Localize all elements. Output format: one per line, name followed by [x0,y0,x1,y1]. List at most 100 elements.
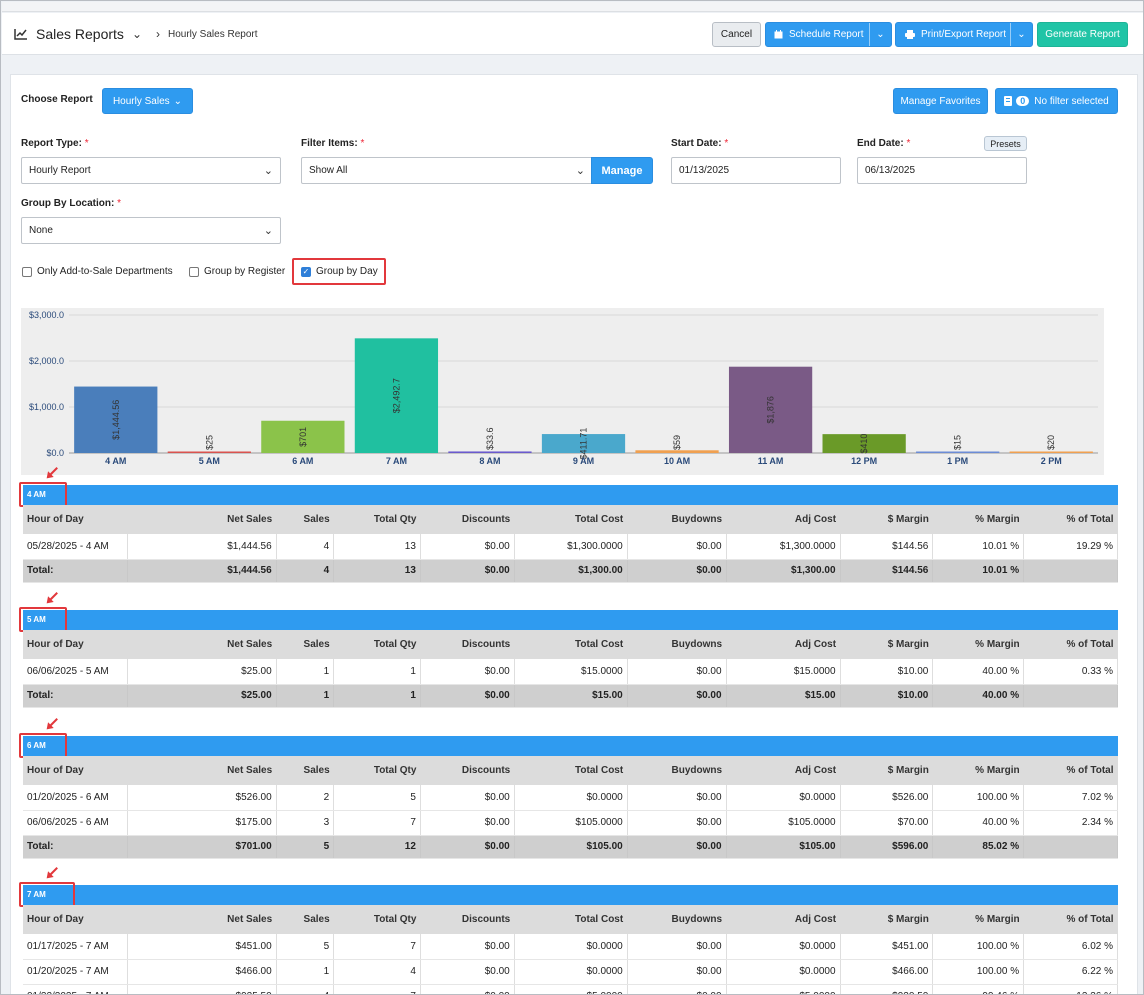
column-header[interactable]: Discounts [420,505,515,534]
highlight-box [292,258,386,285]
column-header[interactable]: Adj Cost [726,505,841,534]
group-header: 7 AM [23,885,1118,905]
group-title: 7 AM [27,890,46,899]
group-title: 6 AM [27,741,46,750]
table-cell: 2 [276,785,335,811]
column-header[interactable]: Sales [276,505,334,534]
add-to-sale-option[interactable]: Only Add-to-Sale Departments [22,266,173,277]
column-header[interactable]: Discounts [420,756,515,785]
column-header[interactable]: Adj Cost [726,756,841,785]
column-header[interactable]: % Margin [932,905,1024,934]
column-header[interactable]: Discounts [420,630,515,659]
total-cell: $701.00 [127,835,277,859]
group-day-checkbox[interactable]: ✓ [301,266,311,277]
chevron-down-icon[interactable]: ⌄ [131,27,142,41]
column-header[interactable]: Buydowns [627,756,727,785]
column-header[interactable]: % of Total [1023,756,1118,785]
column-header[interactable]: Sales [276,630,334,659]
column-header[interactable]: Hour of Day [23,905,128,934]
column-header[interactable]: Total Cost [514,630,628,659]
column-header[interactable]: Net Sales [127,630,277,659]
end-date-input[interactable]: 06/13/2025 [857,157,1027,184]
chart-canvas: $0.0 $1,000.0 $2,000.0 $3,000.0 $1,444.56 4 A… [29,310,1098,466]
data-label: $701 [298,427,308,447]
table-cell: 7 [333,934,421,960]
start-date-input[interactable]: 01/13/2025 [671,157,841,184]
report-type-select[interactable]: Hourly Report ⌄ [21,157,281,184]
filter-items-select[interactable]: Show All ⌄ [301,157,593,184]
table-cell: 3 [276,810,335,836]
schedule-dropdown-toggle[interactable]: ⌄ [869,23,891,46]
table-cell: $0.00 [420,659,515,685]
table-row: 01/20/2025 - 7 AM $466.00 1 4 $0.00 $0.0000 $0… [23,959,1118,985]
presets-button[interactable]: Presets [984,136,1027,151]
table-cell: $0.0000 [514,934,628,960]
column-header[interactable]: $ Margin [840,505,933,534]
column-header[interactable]: % Margin [932,630,1024,659]
start-date-label: Start Date: * [671,138,729,149]
column-header[interactable]: % of Total [1023,505,1118,534]
column-header[interactable]: $ Margin [840,905,933,934]
cancel-button[interactable]: Cancel [712,22,761,47]
column-header[interactable]: % of Total [1023,630,1118,659]
column-header[interactable]: Total Cost [514,905,628,934]
column-header[interactable]: Sales [276,756,334,785]
column-header[interactable]: $ Margin [840,630,933,659]
group-register-option[interactable]: Group by Register [189,266,285,277]
manage-filter-button[interactable]: Manage [591,157,653,184]
print-export-button[interactable]: Print/Export Report ⌄ [895,22,1033,47]
y-tick-label: $3,000.0 [29,310,64,320]
column-header[interactable]: % Margin [932,756,1024,785]
table-row: 01/20/2025 - 6 AM $526.00 2 5 $0.00 $0.0000 $0… [23,785,1118,811]
column-header[interactable]: Adj Cost [726,905,841,934]
column-header[interactable]: $ Margin [840,756,933,785]
column-header[interactable]: % of Total [1023,905,1118,934]
total-cell: 10.01 % [932,559,1025,583]
column-header[interactable]: Total Qty [333,630,421,659]
filter-status-button[interactable]: 0 No filter selected [995,88,1118,114]
column-header[interactable]: % Margin [932,505,1024,534]
column-header[interactable]: Buydowns [627,905,727,934]
column-header[interactable]: Total Cost [514,505,628,534]
column-header[interactable]: Net Sales [127,756,277,785]
manage-favorites-button[interactable]: Manage Favorites [893,88,988,114]
top-bar: Sales Reports ⌄ › Hourly Sales Report Ca… [2,13,1143,55]
data-label: $410 [859,434,869,454]
data-label: $59 [672,435,682,450]
table-cell: $144.56 [840,534,934,560]
choose-report-dropdown[interactable]: Hourly Sales ⌄ [102,88,193,114]
column-header[interactable]: Net Sales [127,905,277,934]
generate-report-button[interactable]: Generate Report [1037,22,1128,47]
group-day-option[interactable]: ✓ Group by Day [301,266,378,277]
group-register-checkbox[interactable] [189,266,199,277]
total-row: Total: $1,444.56 4 13 $0.00 $1,300.00 $0.00 $1,… [23,559,1118,583]
column-header[interactable]: Discounts [420,905,515,934]
column-header[interactable]: Total Qty [333,756,421,785]
column-header[interactable]: Buydowns [627,505,727,534]
column-header[interactable]: Hour of Day [23,505,128,534]
column-header[interactable]: Hour of Day [23,756,128,785]
data-label: $15 [953,435,963,450]
chevron-down-icon: ⌄ [263,165,273,177]
group-by-location-select[interactable]: None ⌄ [21,217,281,244]
schedule-report-button[interactable]: Schedule Report ⌄ [765,22,892,47]
print-dropdown-toggle[interactable]: ⌄ [1010,23,1032,46]
column-header[interactable]: Hour of Day [23,630,128,659]
table-cell: $526.00 [127,785,277,811]
column-header[interactable]: Total Cost [514,756,628,785]
column-header[interactable]: Total Qty [333,505,421,534]
chevron-right-icon: › [156,27,160,41]
table-cell: $925.50 [127,984,277,994]
total-cell: $15.00 [514,684,628,708]
page-title[interactable]: Sales Reports [36,26,124,42]
column-header[interactable]: Net Sales [127,505,277,534]
column-header[interactable]: Total Qty [333,905,421,934]
table-cell: $920.50 [840,984,934,994]
column-header[interactable]: Buydowns [627,630,727,659]
group-title: 4 AM [27,490,46,499]
table-row: 01/22/2025 - 7 AM$925.5047$0.00$5.0000$0… [23,984,1118,994]
add-to-sale-checkbox[interactable] [22,266,32,277]
table-cell: 01/17/2025 - 7 AM [23,934,129,960]
column-header[interactable]: Sales [276,905,334,934]
column-header[interactable]: Adj Cost [726,630,841,659]
